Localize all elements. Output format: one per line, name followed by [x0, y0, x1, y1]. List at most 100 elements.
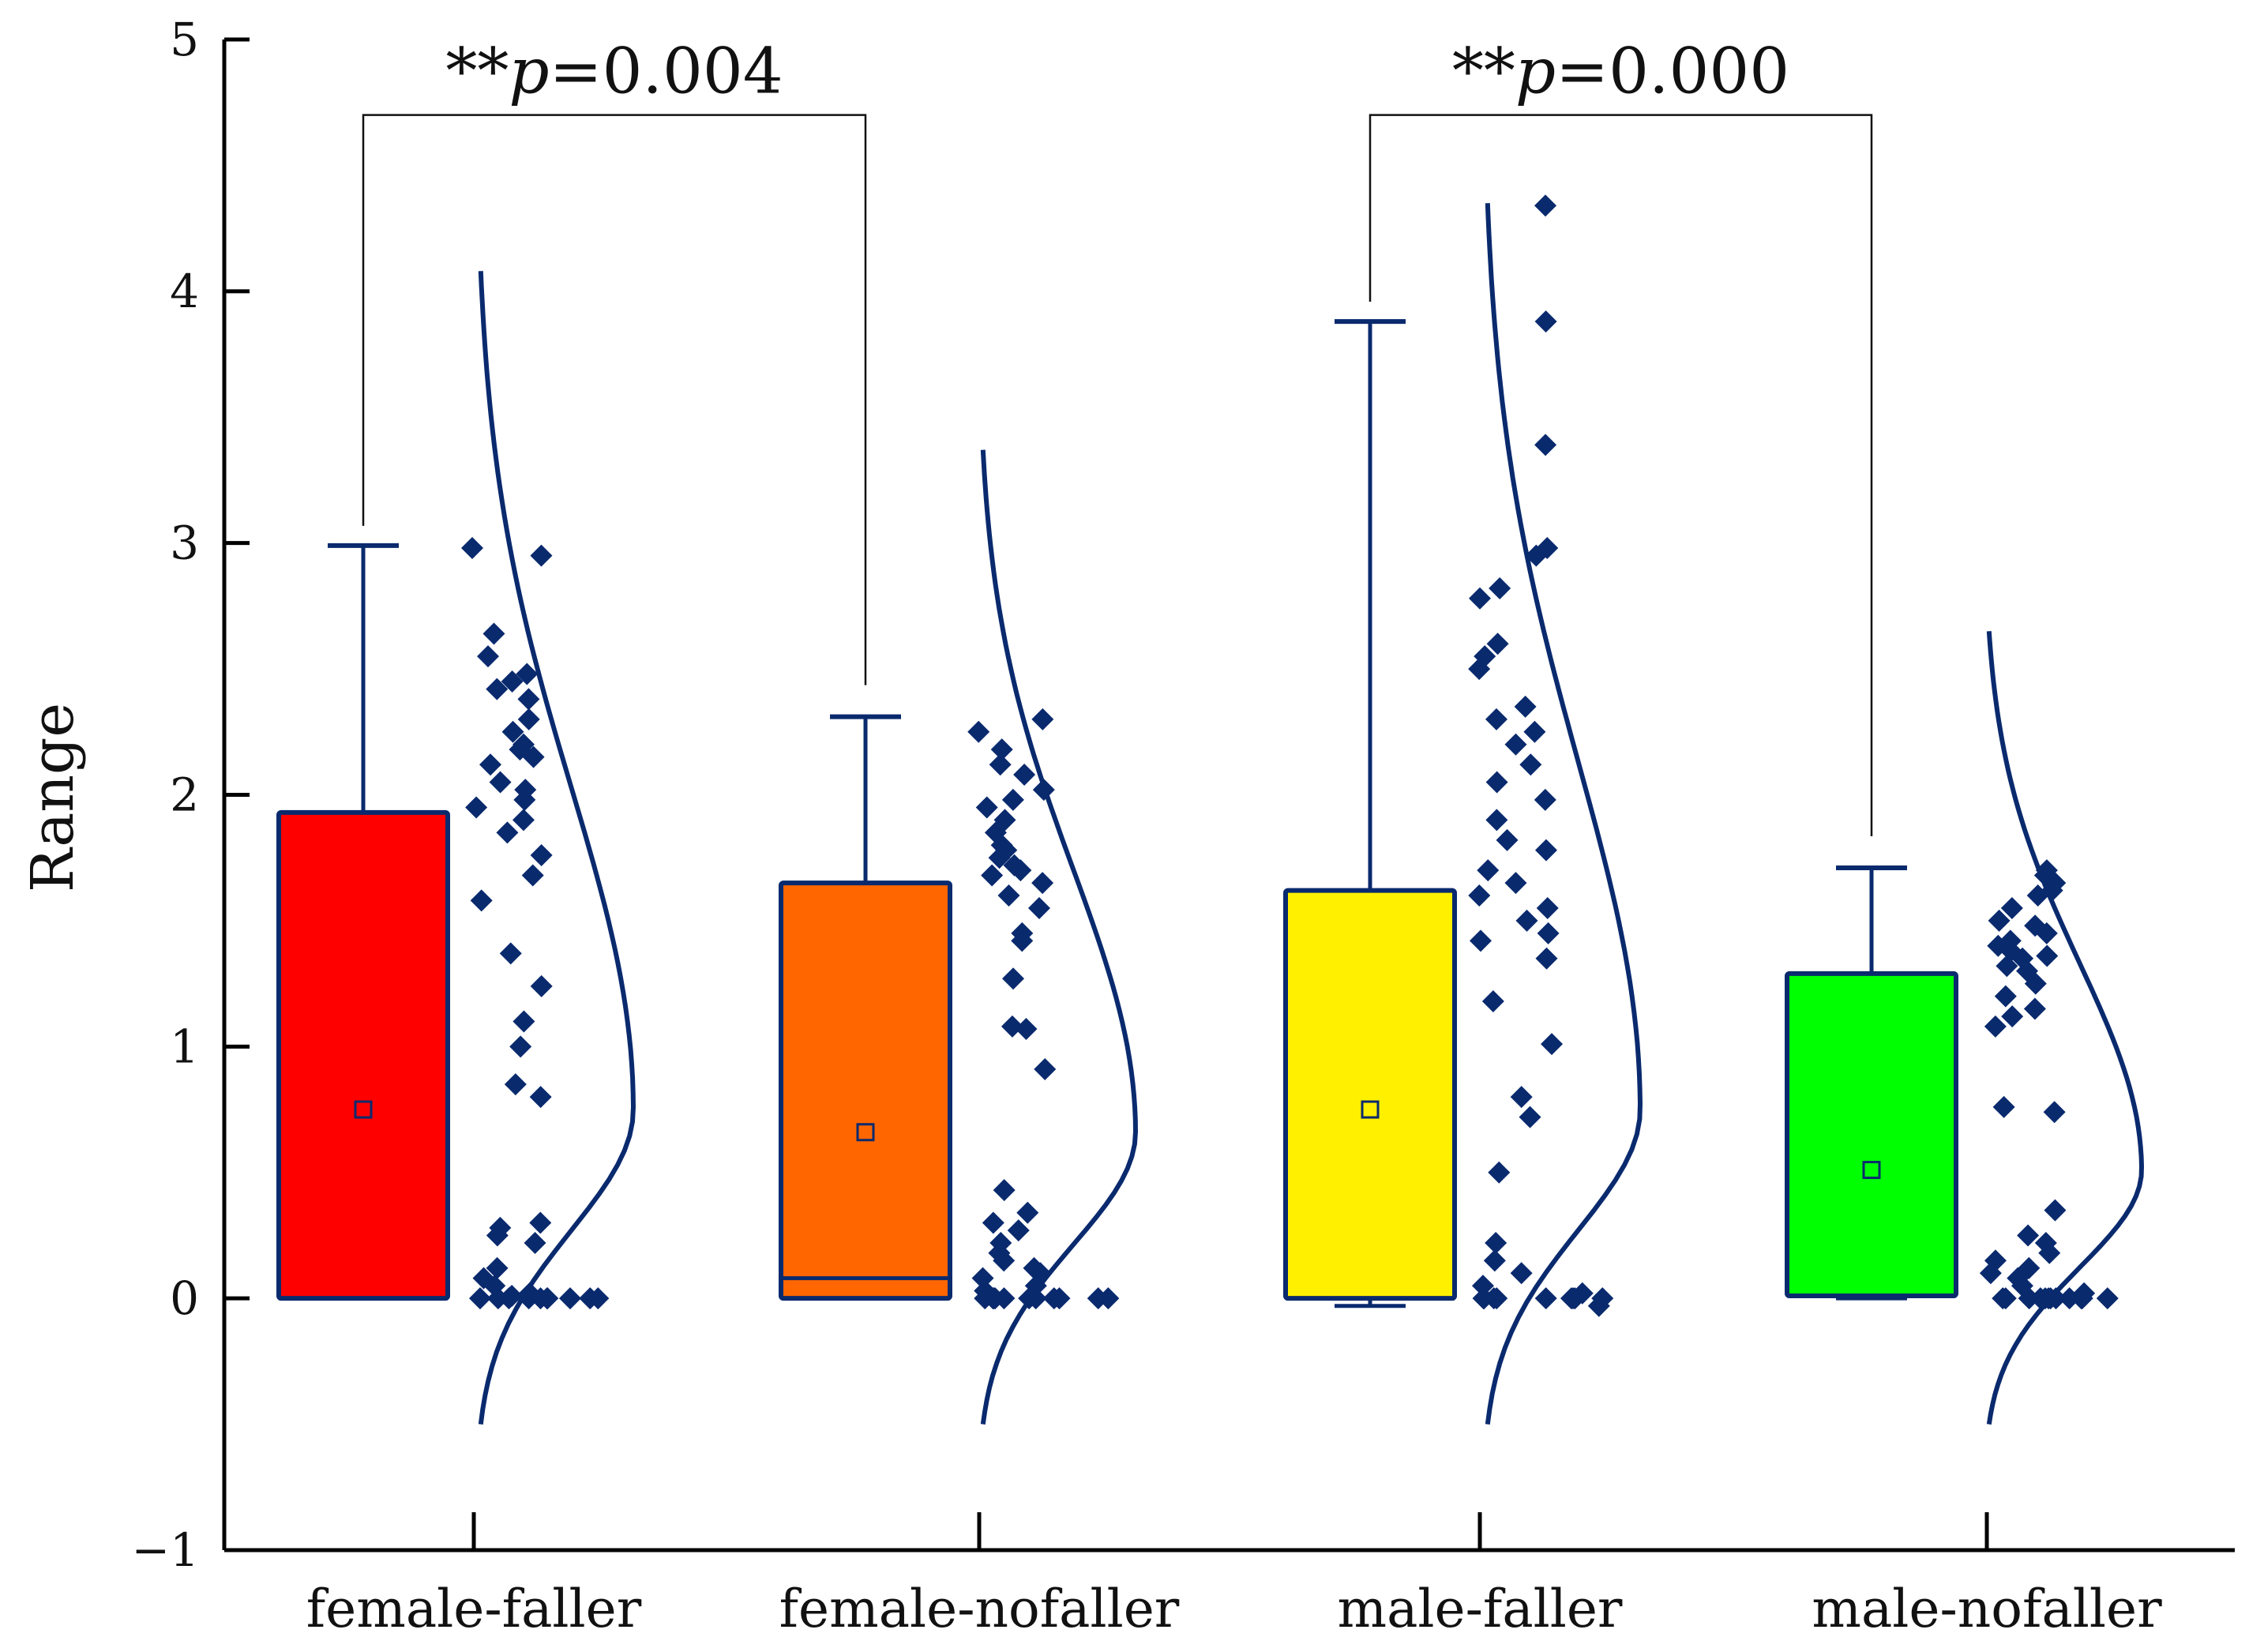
- data-point: [1471, 1275, 1494, 1297]
- data-point: [1032, 779, 1055, 802]
- data-point: [1535, 947, 1558, 970]
- data-point: [461, 537, 484, 560]
- data-point: [975, 796, 998, 819]
- data-point: [990, 738, 1013, 761]
- data-point: [1485, 771, 1508, 794]
- data-point: [486, 678, 509, 700]
- data-point: [477, 645, 500, 668]
- data-point: [530, 544, 553, 567]
- data-point: [1534, 194, 1557, 217]
- data-point: [2026, 884, 2049, 907]
- data-point: [1992, 1287, 2014, 1310]
- data-point: [517, 708, 540, 730]
- data-point: [982, 1287, 1004, 1310]
- data-point: [2038, 1241, 2061, 1264]
- data-point: [530, 974, 553, 997]
- y-tick-label: 5: [170, 13, 199, 66]
- data-point: [558, 1287, 581, 1310]
- data-point: [1469, 929, 1492, 952]
- data-point: [1523, 720, 1546, 743]
- data-point: [530, 844, 553, 867]
- data-point: [1015, 1018, 1038, 1041]
- data-point: [2000, 896, 2023, 919]
- data-point: [1009, 859, 1032, 882]
- data-point: [1016, 1201, 1039, 1224]
- data-point: [1486, 633, 1509, 655]
- data-point: [2024, 972, 2047, 995]
- data-point: [486, 1224, 509, 1247]
- data-point: [1042, 1287, 1065, 1310]
- data-point: [517, 688, 540, 711]
- data-point: [1087, 1287, 1109, 1310]
- data-point: [579, 1287, 602, 1310]
- data-point: [1031, 708, 1054, 730]
- data-point: [1541, 1033, 1564, 1056]
- data-point: [468, 1287, 491, 1310]
- data-point: [470, 889, 493, 912]
- data-point: [1477, 859, 1500, 882]
- data-point: [1002, 967, 1025, 990]
- data-point: [1481, 989, 1504, 1012]
- data-point: [496, 821, 519, 844]
- data-point: [1534, 1287, 1557, 1310]
- data-point: [529, 1287, 552, 1310]
- data-point: [1024, 1287, 1047, 1310]
- data-point: [1485, 708, 1507, 730]
- data-point: [967, 720, 990, 743]
- box-male-nofaller: [1785, 971, 1958, 1298]
- data-point: [2001, 1005, 2024, 1028]
- mean-marker: [354, 1100, 373, 1119]
- data-point: [486, 1256, 509, 1279]
- data-point: [1534, 434, 1557, 456]
- data-point: [1504, 872, 1527, 895]
- data-point: [501, 720, 524, 743]
- data-point: [529, 1086, 552, 1109]
- data-point: [1996, 955, 2018, 978]
- data-point: [1468, 587, 1491, 610]
- y-tick-label: 4: [170, 265, 199, 318]
- data-point: [1483, 1249, 1506, 1272]
- mean-marker: [1862, 1161, 1881, 1180]
- data-point: [1468, 658, 1491, 681]
- data-point: [981, 864, 1004, 887]
- data-point: [1515, 909, 1538, 932]
- significance-label: **p=0.000: [1452, 35, 1789, 108]
- data-point: [1534, 788, 1556, 811]
- y-axis-title: Range: [19, 703, 87, 892]
- data-point: [1525, 544, 1548, 567]
- data-point: [1011, 929, 1034, 952]
- series-male-faller: [1283, 194, 1643, 1425]
- data-point: [2096, 1287, 2119, 1310]
- data-point: [2023, 997, 2046, 1020]
- box-female-faller: [276, 809, 450, 1301]
- data-point: [2018, 1287, 2041, 1310]
- data-point: [479, 753, 501, 776]
- data-point: [509, 1035, 532, 1058]
- data-point: [1534, 310, 1557, 333]
- x-tick-label: male-faller: [1337, 1579, 1622, 1639]
- data-point: [2036, 944, 2059, 967]
- data-point: [1984, 1015, 2007, 1038]
- data-point: [482, 622, 505, 645]
- data-point: [2043, 1101, 2066, 1124]
- plot-area: **p=0.004 **p=0.000: [276, 35, 2145, 1425]
- data-point: [2044, 1199, 2067, 1222]
- data-point: [513, 1010, 535, 1033]
- data-point: [1485, 1232, 1507, 1255]
- y-tick-label: 0: [170, 1271, 199, 1325]
- significance-bracket: [1369, 114, 1873, 836]
- data-point: [982, 1211, 1004, 1234]
- data-point: [522, 745, 545, 768]
- data-point: [524, 1232, 546, 1255]
- data-point: [1007, 1219, 1030, 1242]
- data-point: [1519, 753, 1542, 776]
- data-point: [1473, 1287, 1496, 1310]
- data-point: [529, 1211, 552, 1234]
- data-point: [1587, 1294, 1610, 1317]
- data-point: [1027, 896, 1050, 919]
- data-point: [1537, 922, 1560, 944]
- x-tick-label: female-nofaller: [779, 1579, 1180, 1639]
- data-point: [1001, 788, 1024, 811]
- data-point: [1979, 1262, 2002, 1285]
